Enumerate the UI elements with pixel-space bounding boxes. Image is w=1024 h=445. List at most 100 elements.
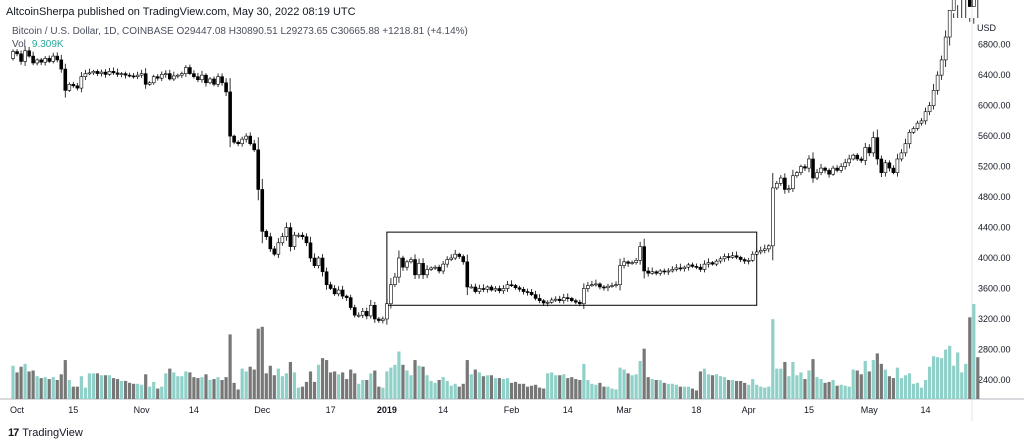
candle-body xyxy=(316,257,321,266)
y-tick-label: 6000.00 xyxy=(978,101,1011,111)
volume-bar xyxy=(493,378,498,399)
candle-body xyxy=(236,141,240,145)
volume-bar xyxy=(586,380,590,399)
candle-body xyxy=(682,266,687,269)
volume-bar xyxy=(132,383,136,399)
volume-bar xyxy=(791,361,795,399)
volume-bar xyxy=(811,359,815,399)
volume-bar xyxy=(964,363,968,399)
volume-bar xyxy=(341,372,345,399)
candle-body xyxy=(598,283,602,288)
volume-bar xyxy=(47,379,51,399)
volume-bar xyxy=(304,381,309,399)
candle-body xyxy=(525,291,530,293)
candle-body xyxy=(151,76,156,84)
volume-bar xyxy=(389,367,393,399)
volume-bar xyxy=(923,380,928,399)
volume-bar xyxy=(27,371,31,399)
volume-bar xyxy=(107,375,112,399)
candle-body xyxy=(477,288,482,292)
volume-bar xyxy=(268,365,272,399)
candle-body xyxy=(272,248,277,255)
volume-bar xyxy=(634,374,638,399)
candle-body xyxy=(111,71,116,74)
volume-bar xyxy=(739,380,743,399)
volume-bar xyxy=(119,380,124,399)
volume-bar xyxy=(867,371,871,399)
candle-body xyxy=(903,143,908,154)
candle-body xyxy=(951,0,956,11)
candle-body xyxy=(654,271,659,274)
candle-body xyxy=(168,73,172,80)
tradingview-logo-icon: 17 xyxy=(8,427,19,439)
volume-bar xyxy=(670,383,674,399)
volume-bar xyxy=(871,360,875,399)
volume-bar xyxy=(787,376,791,399)
volume-bar xyxy=(457,386,461,399)
volume-bar xyxy=(144,374,148,399)
volume-bar xyxy=(911,383,916,399)
volume-bar xyxy=(562,374,566,399)
volume-bar xyxy=(513,381,518,399)
candle-body xyxy=(967,0,972,7)
volume-bar xyxy=(349,369,353,399)
volume-bar xyxy=(819,379,823,399)
volume-bar xyxy=(381,387,385,399)
candle-body xyxy=(493,288,498,291)
candle-body xyxy=(931,90,936,106)
candle-body xyxy=(590,284,594,287)
volume-bar xyxy=(783,361,787,399)
volume-bar xyxy=(919,387,924,399)
volume-bar xyxy=(678,386,682,399)
volume-bar xyxy=(99,375,104,399)
candle-body xyxy=(815,172,819,179)
candle-body xyxy=(533,294,538,299)
candle-body xyxy=(734,255,739,258)
candle-body xyxy=(895,158,900,173)
volume-bar xyxy=(803,379,807,399)
volume-bar xyxy=(103,375,108,399)
volume-bar xyxy=(55,380,59,399)
candle-body xyxy=(47,58,52,62)
candle-body xyxy=(738,256,743,260)
volume-bar xyxy=(698,371,703,399)
candle-body xyxy=(381,318,385,321)
volume-bar xyxy=(264,373,268,399)
candle-body xyxy=(614,284,618,287)
volume-bar xyxy=(542,388,546,399)
volume-bar xyxy=(128,382,132,399)
candle-body xyxy=(971,0,976,7)
candle-body xyxy=(292,234,297,247)
candle-body xyxy=(328,284,333,289)
candle-body xyxy=(212,78,216,85)
candle-body xyxy=(324,271,329,286)
candle-body xyxy=(618,265,622,285)
volume-bar xyxy=(365,380,369,399)
volume-bar xyxy=(441,377,445,399)
candle-body xyxy=(429,267,433,270)
candle-body xyxy=(839,166,843,171)
volume-bar xyxy=(682,386,686,399)
candle-body xyxy=(927,105,932,113)
volume-bar xyxy=(184,371,188,399)
volume-bar xyxy=(63,360,67,399)
volume-bar xyxy=(666,383,670,399)
volume-bar xyxy=(686,386,690,399)
volume-bar xyxy=(843,385,847,399)
x-tick-label: 15 xyxy=(68,405,78,415)
volume-bar xyxy=(694,390,699,399)
candle-body xyxy=(320,257,325,273)
volume-bar xyxy=(960,372,964,399)
candle-body xyxy=(650,271,655,274)
volume-bar xyxy=(614,389,618,399)
candle-body xyxy=(811,158,815,179)
volume-bar xyxy=(525,386,530,399)
candle-body xyxy=(453,253,458,259)
volume-bar xyxy=(59,374,63,399)
volume-bar xyxy=(839,384,843,399)
volume-bar xyxy=(948,345,952,399)
candle-body xyxy=(939,59,944,76)
candle-body xyxy=(75,85,80,89)
candle-body xyxy=(710,262,715,265)
